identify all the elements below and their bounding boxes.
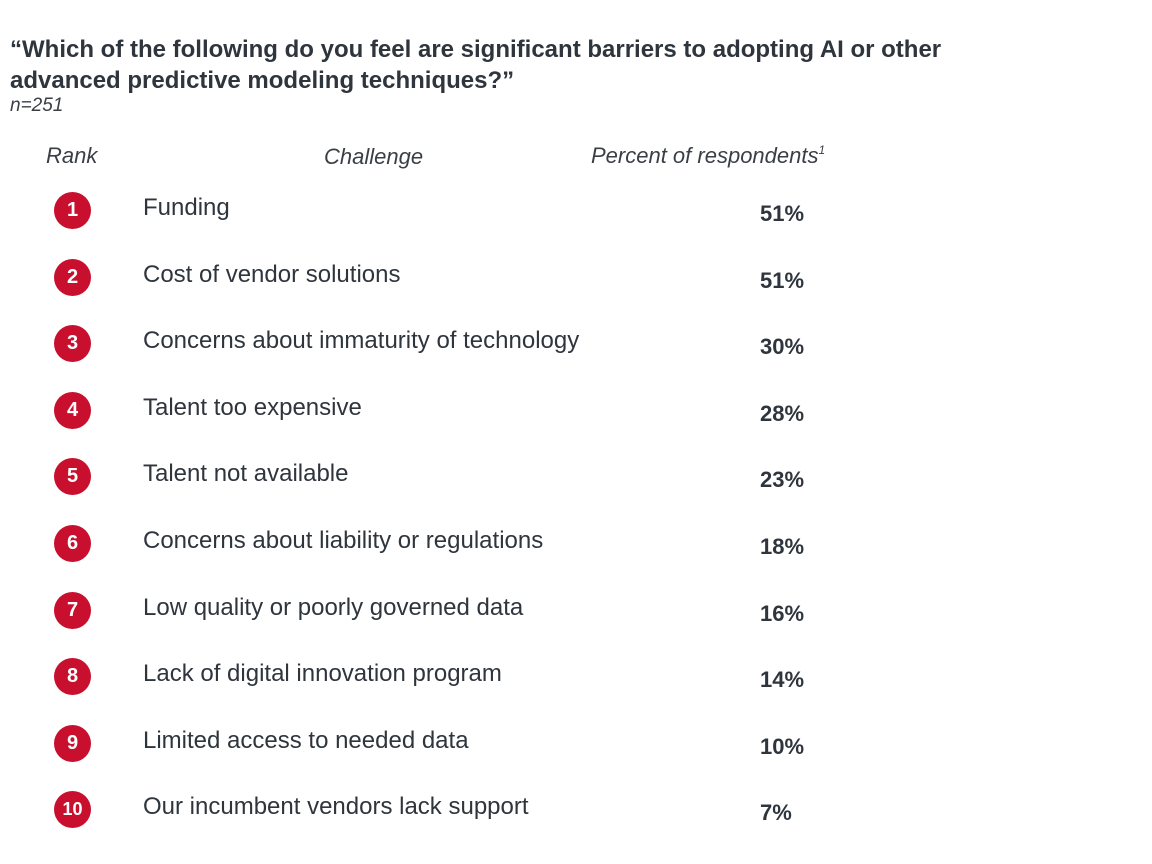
challenge-label: Lack of digital innovation program <box>143 660 502 687</box>
percent-value: 14% <box>760 667 805 692</box>
chart-title: “Which of the following do you feel are … <box>10 36 942 94</box>
percent-value: 23% <box>760 467 805 492</box>
challenge-label: Talent too expensive <box>143 394 362 421</box>
table-row: 9 Limited access to needed data 10% <box>0 723 1152 763</box>
percent-footnote-marker: 1 <box>818 142 826 157</box>
percent-column-header-text: Percent of respondents <box>591 143 819 168</box>
table-row: 3 Concerns about immaturity of technology… <box>0 323 1152 363</box>
percent-value: 18% <box>760 534 805 559</box>
challenge-label: Talent not available <box>143 460 349 487</box>
percent-value: 51% <box>760 201 805 226</box>
challenge-column-header: Challenge <box>324 144 424 169</box>
rank-badge: 5 <box>54 458 91 495</box>
rank-badge: 9 <box>54 725 91 762</box>
percent-value: 30% <box>760 334 805 359</box>
table-row: 4 Talent too expensive 28% <box>0 390 1152 430</box>
rank-badge: 1 <box>54 192 91 229</box>
rank-badge: 10 <box>54 791 91 828</box>
table-row: 10 Our incumbent vendors lack support 7% <box>0 789 1152 829</box>
rank-badge: 4 <box>54 392 91 429</box>
table-row: 7 Low quality or poorly governed data 16% <box>0 590 1152 630</box>
table-row: 2 Cost of vendor solutions 51% <box>0 257 1152 297</box>
percent-value: 16% <box>760 601 805 626</box>
table-row: 1 Funding 51% <box>0 190 1152 230</box>
table-row: 8 Lack of digital innovation program 14% <box>0 656 1152 696</box>
challenge-label: Funding <box>143 194 230 221</box>
challenge-label: Our incumbent vendors lack support <box>143 793 529 820</box>
sample-size: n=251 <box>10 95 64 116</box>
challenge-label: Low quality or poorly governed data <box>143 594 524 621</box>
percent-value: 51% <box>760 268 805 293</box>
table-row: 5 Talent not available 23% <box>0 456 1152 496</box>
challenge-label: Concerns about immaturity of technology <box>143 327 580 354</box>
percent-value: 10% <box>760 734 805 759</box>
challenge-label: Limited access to needed data <box>143 727 469 754</box>
challenge-label: Concerns about liability or regulations <box>143 527 544 554</box>
table-row: 6 Concerns about liability or regulations… <box>0 523 1152 563</box>
rank-badge: 7 <box>54 592 91 629</box>
rank-badge: 8 <box>54 658 91 695</box>
rank-badge: 6 <box>54 525 91 562</box>
percent-value: 28% <box>760 401 805 426</box>
rank-badge: 2 <box>54 259 91 296</box>
percent-column-header: Percent of respondents1 <box>591 143 825 169</box>
percent-value: 7% <box>760 800 792 825</box>
challenge-label: Cost of vendor solutions <box>143 261 401 288</box>
rank-badge: 3 <box>54 325 91 362</box>
rank-column-header: Rank <box>46 143 98 168</box>
